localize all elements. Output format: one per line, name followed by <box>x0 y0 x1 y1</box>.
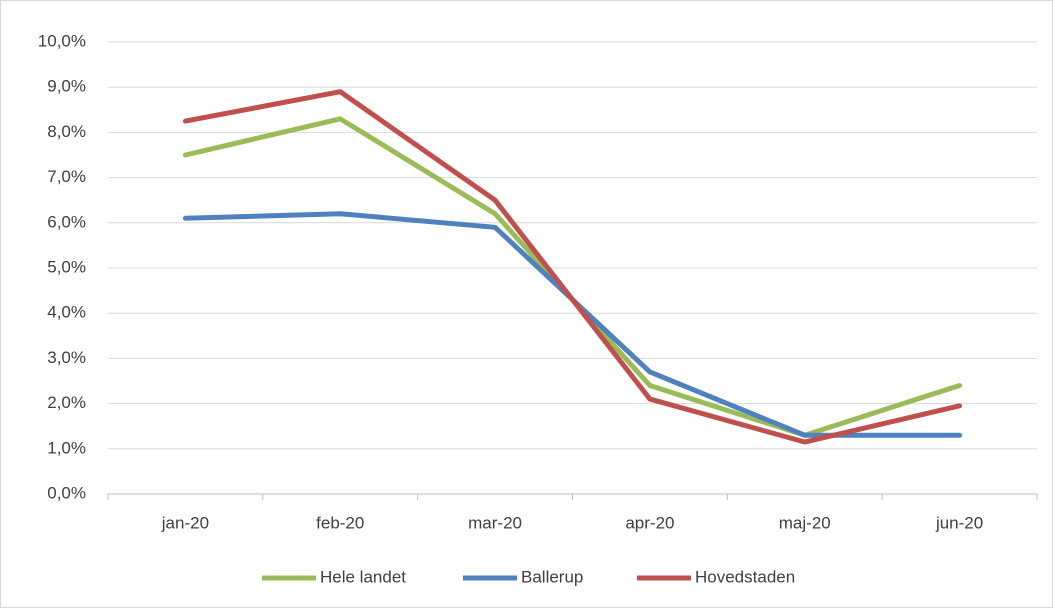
y-tick-label: 7,0% <box>47 167 86 186</box>
legend-label: Ballerup <box>521 567 583 586</box>
y-tick-label: 2,0% <box>47 393 86 412</box>
x-tick-label: feb-20 <box>316 513 364 532</box>
y-tick-label: 10,0% <box>38 31 86 50</box>
y-tick-label: 8,0% <box>47 122 86 141</box>
y-tick-label: 9,0% <box>47 77 86 96</box>
y-tick-label: 3,0% <box>47 348 86 367</box>
y-tick-label: 5,0% <box>47 257 86 276</box>
y-tick-label: 6,0% <box>47 212 86 231</box>
y-tick-label: 1,0% <box>47 438 86 457</box>
x-tick-label: jun-20 <box>935 513 983 532</box>
legend-label: Hele landet <box>320 567 406 586</box>
y-tick-label: 4,0% <box>47 303 86 322</box>
series-line <box>182 89 963 445</box>
x-tick-label: maj-20 <box>779 513 831 532</box>
x-tick-label: apr-20 <box>625 513 674 532</box>
x-tick-label: jan-20 <box>161 513 209 532</box>
y-tick-label: 0,0% <box>47 483 86 502</box>
legend-label: Hovedstaden <box>695 567 795 586</box>
x-tick-label: mar-20 <box>468 513 522 532</box>
